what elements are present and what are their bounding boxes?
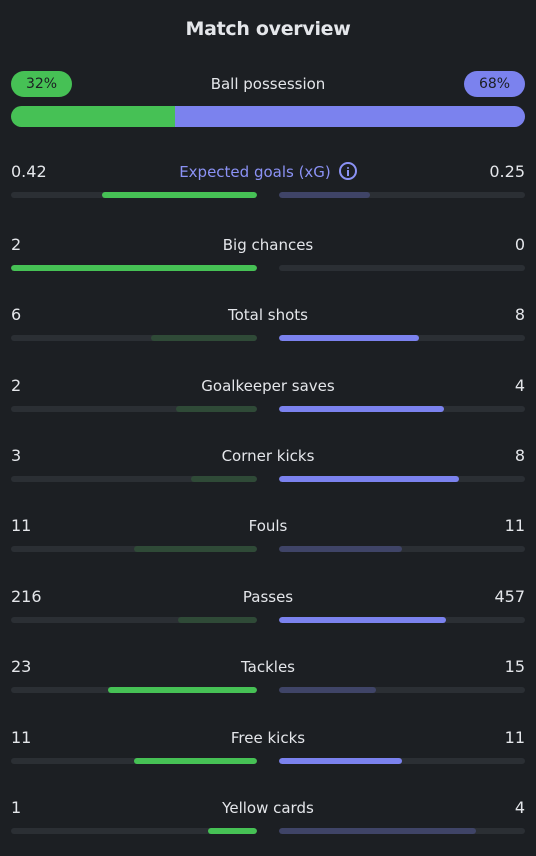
home-stat-bar-fill bbox=[175, 406, 257, 412]
home-stat-value: 2 bbox=[11, 376, 22, 395]
stat-label-text: Goalkeeper saves bbox=[201, 377, 335, 395]
home-stat-value: 6 bbox=[11, 305, 22, 324]
stat-label: Goalkeeper saves bbox=[11, 374, 525, 398]
stat-label: Fouls bbox=[11, 514, 525, 538]
home-stat-bar-fill bbox=[151, 335, 257, 341]
home-possession-badge: 32% bbox=[11, 71, 72, 97]
stat-label: Passes bbox=[11, 585, 525, 609]
home-stat-value: 1 bbox=[11, 798, 22, 817]
home-stat-value: 11 bbox=[11, 728, 32, 747]
stat-label: Total shots bbox=[11, 303, 525, 327]
home-stat-bar bbox=[11, 335, 257, 341]
stat-label-text: Free kicks bbox=[230, 729, 306, 747]
stat-label-text: Passes bbox=[242, 588, 294, 606]
home-stat-bar bbox=[11, 828, 257, 834]
home-stat-bar-fill bbox=[134, 758, 257, 764]
away-stat-bar bbox=[279, 406, 525, 412]
home-stat-bar-fill bbox=[134, 546, 257, 552]
possession-bar-away bbox=[175, 106, 525, 127]
away-stat-bar-fill bbox=[279, 828, 476, 834]
away-stat-bar-fill bbox=[279, 476, 459, 482]
home-stat-bar bbox=[11, 406, 257, 412]
home-stat-value: 0.42 bbox=[11, 162, 47, 181]
home-stat-bar bbox=[11, 687, 257, 693]
stat-row: 6 Total shots 8 bbox=[11, 303, 525, 343]
away-stat-value: 11 bbox=[504, 516, 525, 535]
stat-label-text: Corner kicks bbox=[221, 447, 315, 465]
possession-bar bbox=[11, 106, 525, 127]
away-stat-bar-fill bbox=[279, 687, 377, 693]
possession-bar-home bbox=[11, 106, 176, 127]
away-stat-bar bbox=[279, 828, 525, 834]
away-stat-bar-fill bbox=[279, 192, 371, 198]
home-stat-bar bbox=[11, 265, 257, 271]
stat-row: 3 Corner kicks 8 bbox=[11, 444, 525, 484]
home-stat-bar bbox=[11, 476, 257, 482]
possession-header: 32% Ball possession 68% bbox=[11, 71, 525, 97]
away-possession-badge: 68% bbox=[464, 71, 525, 97]
away-stat-bar-fill bbox=[279, 406, 444, 412]
stat-row: 1 Yellow cards 4 bbox=[11, 796, 525, 836]
stat-label-text: Fouls bbox=[248, 517, 288, 535]
home-stat-value: 216 bbox=[11, 587, 42, 606]
stat-label: Free kicks bbox=[11, 726, 525, 750]
stat-row: 11 Fouls 11 bbox=[11, 514, 525, 554]
home-stat-bar-fill bbox=[102, 192, 257, 198]
away-stat-value: 15 bbox=[504, 657, 525, 676]
home-stat-bar bbox=[11, 758, 257, 764]
stat-label-text: Big chances bbox=[222, 236, 314, 254]
away-stat-value: 8 bbox=[514, 305, 525, 324]
away-stat-bar bbox=[279, 546, 525, 552]
away-stat-bar bbox=[279, 265, 525, 271]
away-stat-value: 11 bbox=[504, 728, 525, 747]
stat-label: Yellow cards bbox=[11, 796, 525, 820]
stat-label: Tackles bbox=[11, 655, 525, 679]
home-stat-value: 23 bbox=[11, 657, 32, 676]
stat-label[interactable]: Expected goals (xG) bbox=[11, 160, 525, 184]
home-stat-bar bbox=[11, 617, 257, 623]
stat-row: 2 Goalkeeper saves 4 bbox=[11, 374, 525, 414]
stat-row: 0.42 Expected goals (xG) 0.25 bbox=[11, 160, 525, 200]
away-stat-bar bbox=[279, 335, 525, 341]
info-icon[interactable] bbox=[338, 162, 357, 180]
home-stat-bar-fill bbox=[108, 687, 257, 693]
home-stat-bar-fill bbox=[190, 476, 257, 482]
away-stat-value: 457 bbox=[494, 587, 525, 606]
possession-label: Ball possession bbox=[210, 75, 326, 93]
home-stat-bar bbox=[11, 546, 257, 552]
away-stat-bar-fill bbox=[279, 335, 420, 341]
page-title: Match overview bbox=[185, 18, 351, 40]
home-stat-bar bbox=[11, 192, 257, 198]
stat-label-text: Tackles bbox=[240, 658, 296, 676]
home-stat-bar-fill bbox=[207, 828, 257, 834]
away-stat-bar-fill bbox=[279, 758, 402, 764]
stat-label: Corner kicks bbox=[11, 444, 525, 468]
home-stat-value: 11 bbox=[11, 516, 32, 535]
away-stat-bar bbox=[279, 476, 525, 482]
home-stat-bar-fill bbox=[178, 617, 257, 623]
away-stat-value: 4 bbox=[514, 798, 525, 817]
stat-row: 216 Passes 457 bbox=[11, 585, 525, 625]
stat-label-text: Total shots bbox=[228, 306, 308, 324]
home-stat-value: 2 bbox=[11, 235, 22, 254]
away-stat-value: 0.25 bbox=[489, 162, 525, 181]
stat-row: 23 Tackles 15 bbox=[11, 655, 525, 695]
stat-label-text: Yellow cards bbox=[222, 799, 314, 817]
stat-label: Big chances bbox=[11, 233, 525, 257]
stat-row: 2 Big chances 0 bbox=[11, 233, 525, 273]
away-stat-bar-fill bbox=[279, 546, 402, 552]
stat-row: 11 Free kicks 11 bbox=[11, 726, 525, 766]
home-stat-bar-fill bbox=[11, 265, 257, 271]
away-stat-bar bbox=[279, 192, 525, 198]
stat-label-text: Expected goals (xG) bbox=[179, 163, 331, 181]
away-stat-bar-fill bbox=[279, 617, 447, 623]
away-stat-value: 8 bbox=[514, 446, 525, 465]
away-stat-bar bbox=[279, 617, 525, 623]
away-stat-value: 4 bbox=[514, 376, 525, 395]
away-stat-value: 0 bbox=[514, 235, 525, 254]
away-stat-bar bbox=[279, 687, 525, 693]
away-stat-bar bbox=[279, 758, 525, 764]
home-stat-value: 3 bbox=[11, 446, 22, 465]
